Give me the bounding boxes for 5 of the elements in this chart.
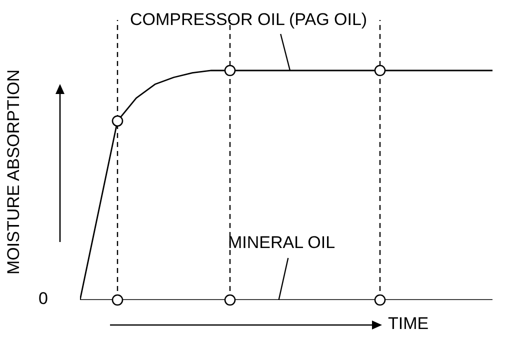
text: 0 [38,289,48,308]
text: COMPRESSOR OIL (PAG OIL) [130,10,368,29]
text: MINERAL OIL [228,233,336,252]
x-axis-title: TIME [388,314,429,333]
y-axis-title: MOISTURE ABSORPTION [4,70,23,274]
